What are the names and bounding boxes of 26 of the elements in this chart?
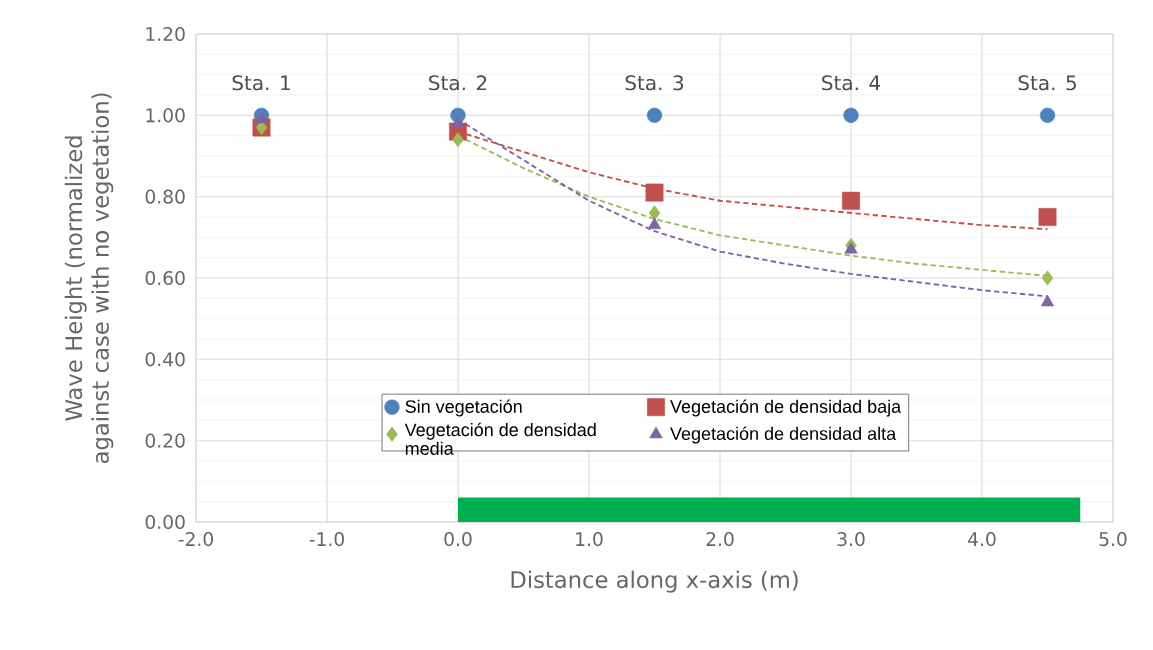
x-tick-label: 3.0: [837, 532, 865, 547]
y-tick-label: 0.20: [145, 433, 185, 448]
legend-label: Vegetación de densidad alta: [670, 426, 897, 444]
annotation: Sta. 3: [625, 75, 684, 91]
annotation: Sta. 4: [822, 75, 881, 91]
x-tick-label: 4.0: [968, 532, 996, 547]
legend-label: Vegetación de densidad baja: [670, 399, 902, 417]
x-tick-label: 5.0: [1099, 532, 1127, 547]
legend-label: Sin vegetación: [405, 399, 522, 417]
legend-label: Vegetación de densidad media: [404, 422, 596, 455]
y-tick-label: 1.20: [146, 26, 185, 42]
y-tick-label: 0.40: [145, 352, 185, 367]
annotation: Sta. 1: [232, 75, 290, 91]
y-axis-title: Wave Height (normalized against case with no vegetation): [64, 93, 114, 464]
x-tick-label: -2.0: [178, 532, 213, 547]
y-tick-label: 0.80: [145, 189, 185, 204]
y-tick-label: 0.60: [145, 270, 185, 286]
x-tick-label: 1.0: [576, 532, 603, 547]
annotation: Sta. 5: [1018, 75, 1076, 91]
x-tick-label: 2.0: [706, 532, 734, 547]
x-axis-title: Distance along x-axis (m): [511, 570, 798, 593]
annotation: Sta. 2: [429, 75, 487, 91]
x-tick-label: 0.0: [444, 532, 472, 547]
y-tick-label: 0.00: [145, 514, 185, 530]
y-tick-label: 1.00: [146, 108, 185, 123]
x-tick-label: -1.0: [309, 532, 344, 547]
